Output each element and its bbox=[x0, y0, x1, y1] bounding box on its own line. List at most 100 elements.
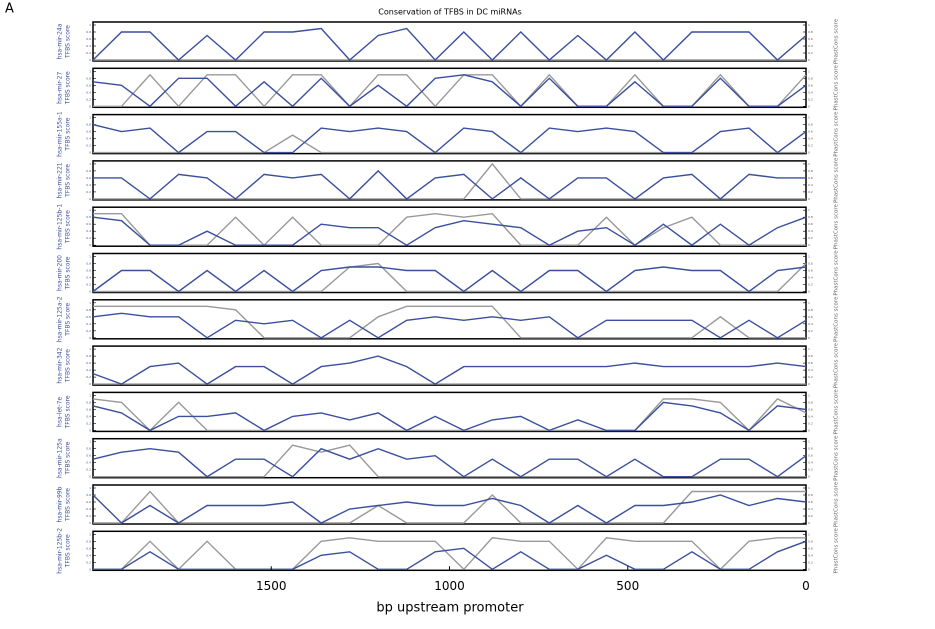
y2-tick-label: 0 bbox=[808, 197, 810, 201]
y-axis-label: TFBS score bbox=[65, 488, 72, 522]
y2-tick-label: 1 bbox=[808, 116, 810, 120]
panel-name: hsa-mir-125a bbox=[57, 438, 64, 478]
panel-label: A bbox=[5, 2, 14, 17]
y-tick-label: 0.8 bbox=[86, 354, 91, 358]
y2-tick-label: 0.2 bbox=[808, 97, 813, 101]
y-axis-label: TFBS score bbox=[65, 210, 72, 244]
phastcons-line bbox=[93, 537, 806, 571]
phastcons-line bbox=[93, 73, 807, 108]
y-tick-label: 0.2 bbox=[86, 97, 91, 101]
y-tick-label: 0 bbox=[89, 197, 91, 201]
y2-tick-label: 0.6 bbox=[808, 361, 813, 365]
y2-tick-label: 1 bbox=[808, 347, 810, 351]
panel-name: hsa-let-7e bbox=[57, 397, 64, 427]
y-tick-label: 1 bbox=[89, 69, 91, 73]
y2-tick-label: 0.2 bbox=[808, 283, 813, 287]
y2-tick-label: 1 bbox=[808, 393, 810, 397]
tfbs-line bbox=[92, 447, 807, 478]
x-axis-label: bp upstream promoter bbox=[376, 601, 524, 616]
y-tick-label: 0.2 bbox=[86, 421, 91, 425]
panel-frame bbox=[92, 391, 807, 433]
y-tick-label: 0.6 bbox=[86, 500, 91, 504]
panel-name: hsa-mir-125b-2 bbox=[57, 528, 64, 574]
y-tick-label: 0 bbox=[89, 567, 91, 571]
y-tick-label: 0.8 bbox=[86, 539, 91, 543]
y-tick-label: 0 bbox=[89, 475, 91, 479]
y-tick-label: 1 bbox=[89, 301, 91, 305]
phastcons-line bbox=[93, 305, 806, 339]
phastcons-line bbox=[92, 398, 807, 432]
y-tick-label: 1 bbox=[89, 532, 91, 536]
y-tick-label: 0.2 bbox=[86, 283, 91, 287]
y-axis-label: TFBS score bbox=[65, 117, 72, 151]
y-axis-label: TFBS score bbox=[65, 71, 72, 105]
panel-frame bbox=[92, 484, 807, 525]
y2-tick-label: 0 bbox=[808, 428, 810, 432]
phastcons-line bbox=[93, 262, 807, 293]
y-tick-label: 0 bbox=[89, 382, 91, 386]
chart-title: Conservation of TFBS in DC miRNAs bbox=[378, 8, 521, 17]
x-tick-label: 500 bbox=[616, 579, 639, 593]
panel-name: hsa-mir-155a-1 bbox=[57, 111, 64, 157]
y-tick-label: 0.4 bbox=[86, 229, 91, 233]
y-tick-label: 1 bbox=[89, 393, 91, 397]
y2-tick-label: 0.6 bbox=[808, 222, 813, 226]
y2-tick-label: 0.6 bbox=[808, 315, 813, 319]
y2-tick-label: 0 bbox=[808, 290, 810, 294]
y-tick-label: 0.4 bbox=[86, 507, 91, 511]
tfbs-line bbox=[92, 355, 807, 385]
y-tick-label: 0.2 bbox=[86, 144, 91, 148]
y-tick-label: 0.2 bbox=[86, 190, 91, 194]
y2-tick-label: 0.4 bbox=[808, 183, 813, 187]
y-tick-label: 0.2 bbox=[86, 51, 91, 55]
y2-tick-label: 0.8 bbox=[808, 539, 813, 543]
y2-tick-label: 0.8 bbox=[808, 76, 813, 80]
y-tick-label: 1 bbox=[89, 162, 91, 166]
tfbs-line bbox=[92, 494, 807, 524]
y2-tick-label: 0.4 bbox=[808, 276, 813, 280]
y2-tick-label: 0.4 bbox=[808, 44, 813, 48]
y2-tick-label: 0.4 bbox=[808, 322, 813, 326]
y-tick-label: 0.6 bbox=[86, 130, 91, 134]
y2-tick-label: 0.2 bbox=[808, 329, 813, 333]
y-tick-label: 0.4 bbox=[86, 183, 91, 187]
panel-frame bbox=[92, 345, 807, 386]
y2-tick-label: 0.4 bbox=[808, 368, 813, 372]
y2-tick-label: 0.8 bbox=[808, 262, 813, 266]
y-axis-label: TFBS score bbox=[65, 534, 72, 568]
y-tick-label: 1 bbox=[89, 440, 91, 444]
y-tick-label: 0 bbox=[89, 243, 91, 247]
y-tick-label: 0 bbox=[89, 521, 91, 525]
y2-axis-label: PhastCons score bbox=[834, 296, 840, 342]
y-tick-label: 0.2 bbox=[86, 375, 91, 379]
y-tick-label: 0.6 bbox=[86, 222, 91, 226]
y-tick-label: 0.6 bbox=[86, 454, 91, 458]
y2-tick-label: 0.6 bbox=[808, 176, 813, 180]
y2-tick-label: 0.4 bbox=[808, 137, 813, 141]
y-tick-label: 0.6 bbox=[86, 361, 91, 365]
y2-tick-label: 0.8 bbox=[808, 354, 813, 358]
tfbs-line bbox=[92, 123, 807, 154]
y2-axis-label: PhastCons score bbox=[834, 481, 840, 527]
y2-tick-label: 1 bbox=[808, 440, 810, 444]
y-tick-label: 1 bbox=[89, 347, 91, 351]
y-axis-label: TFBS score bbox=[65, 441, 72, 475]
tfbs-line bbox=[92, 216, 807, 247]
y-tick-label: 0.2 bbox=[86, 514, 91, 518]
y2-tick-label: 0.4 bbox=[808, 553, 813, 557]
y-tick-label: 0.8 bbox=[86, 215, 91, 219]
panel-name: hsa-mir-125a-2 bbox=[57, 296, 64, 342]
y-tick-label: 0.6 bbox=[86, 546, 91, 550]
y2-tick-label: 1 bbox=[808, 69, 810, 73]
y2-tick-label: 0 bbox=[808, 475, 810, 479]
y2-tick-label: 0.8 bbox=[808, 30, 813, 34]
y-tick-label: 0.4 bbox=[86, 137, 91, 141]
y2-tick-label: 1 bbox=[808, 301, 810, 305]
y-tick-label: 0.8 bbox=[86, 76, 91, 80]
panel-name: hsa-mir-24a bbox=[57, 23, 64, 59]
panel-frame bbox=[92, 530, 807, 572]
x-tick-label: 1000 bbox=[434, 579, 465, 593]
y2-axis-label: PhastCons score bbox=[834, 435, 840, 481]
panel-frame bbox=[92, 437, 807, 479]
y2-tick-label: 0.2 bbox=[808, 421, 813, 425]
